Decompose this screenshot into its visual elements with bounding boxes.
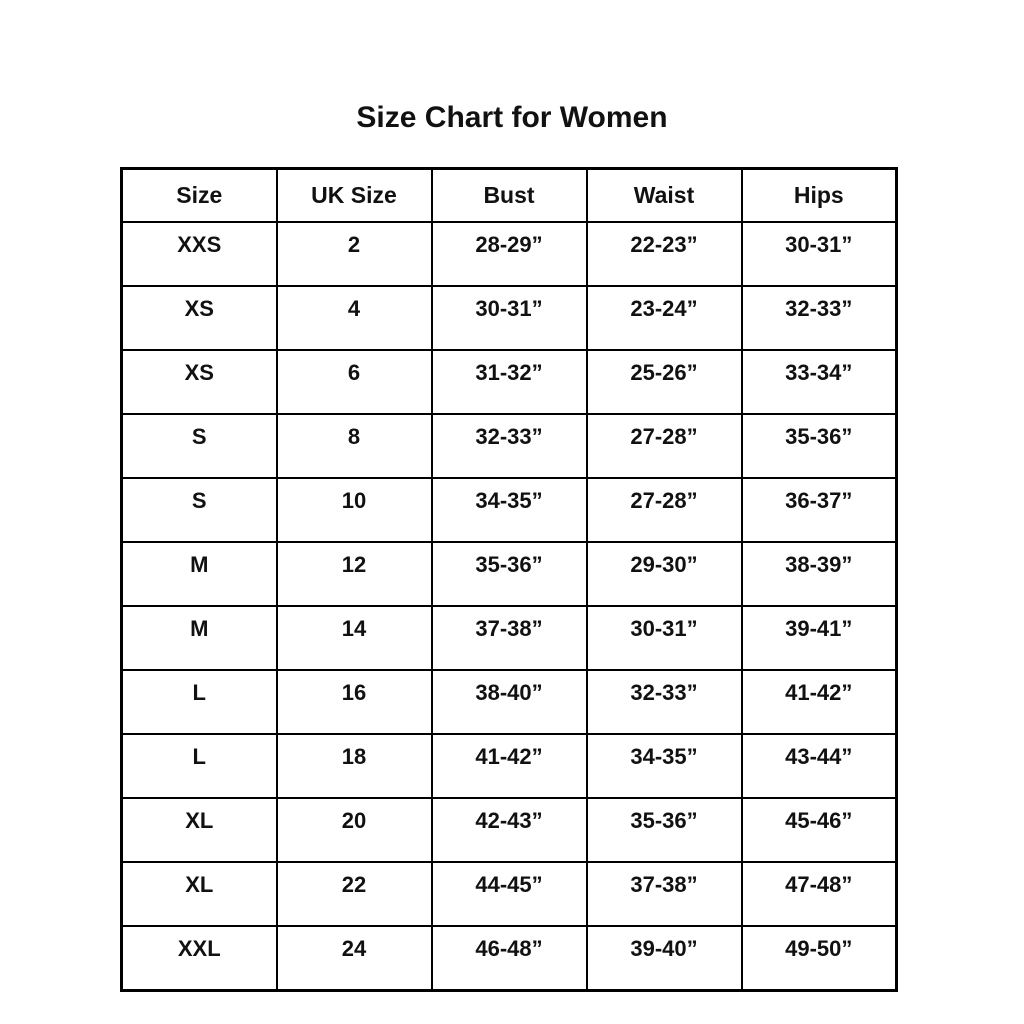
table-cell: 35-36” [740, 413, 898, 479]
table-cell: M [120, 605, 278, 671]
table-cell: S [120, 477, 278, 543]
table-row: XXS 2 28-29” 22-23” 30-31” [120, 221, 898, 287]
table-cell: 37-38” [430, 605, 588, 671]
table-row: L 18 41-42” 34-35” 43-44” [120, 733, 898, 799]
table-cell: 24 [275, 925, 433, 992]
table-row: M 14 37-38” 30-31” 39-41” [120, 605, 898, 671]
table-row: M 12 35-36” 29-30” 38-39” [120, 541, 898, 607]
column-header-uk-size: UK Size [275, 167, 433, 223]
table-cell: XS [120, 349, 278, 415]
table-cell: 16 [275, 669, 433, 735]
table-cell: 43-44” [740, 733, 898, 799]
table-cell: 29-30” [585, 541, 743, 607]
table-cell: 28-29” [430, 221, 588, 287]
table-cell: L [120, 733, 278, 799]
column-header-hips: Hips [740, 167, 898, 223]
table-row: XS 6 31-32” 25-26” 33-34” [120, 349, 898, 415]
table-cell: 49-50” [740, 925, 898, 992]
table-cell: 2 [275, 221, 433, 287]
table-cell: 35-36” [585, 797, 743, 863]
table-cell: XS [120, 285, 278, 351]
table-cell: XXL [120, 925, 278, 992]
table-header-row: Size UK Size Bust Waist Hips [120, 167, 898, 223]
table-cell: 32-33” [740, 285, 898, 351]
table-cell: 36-37” [740, 477, 898, 543]
column-header-size: Size [120, 167, 278, 223]
table-cell: 32-33” [430, 413, 588, 479]
size-chart-table: Size UK Size Bust Waist Hips XXS 2 28-29” 22-23… [120, 167, 898, 992]
table-cell: 23-24” [585, 285, 743, 351]
table-cell: 14 [275, 605, 433, 671]
table-cell: 25-26” [585, 349, 743, 415]
table-cell: XL [120, 861, 278, 927]
table-cell: 42-43” [430, 797, 588, 863]
table-cell: 12 [275, 541, 433, 607]
table-cell: M [120, 541, 278, 607]
table-row: S 10 34-35” 27-28” 36-37” [120, 477, 898, 543]
table-cell: 41-42” [740, 669, 898, 735]
table-cell: 30-31” [585, 605, 743, 671]
table-cell: 39-41” [740, 605, 898, 671]
column-header-bust: Bust [430, 167, 588, 223]
table-row: S 8 32-33” 27-28” 35-36” [120, 413, 898, 479]
column-header-waist: Waist [585, 167, 743, 223]
table-cell: 18 [275, 733, 433, 799]
table-cell: 33-34” [740, 349, 898, 415]
table-cell: 35-36” [430, 541, 588, 607]
table-cell: 4 [275, 285, 433, 351]
table-cell: 6 [275, 349, 433, 415]
table-cell: 30-31” [430, 285, 588, 351]
table-row: XS 4 30-31” 23-24” 32-33” [120, 285, 898, 351]
table-header: Size UK Size Bust Waist Hips [120, 167, 898, 223]
table-row: XL 20 42-43” 35-36” 45-46” [120, 797, 898, 863]
table-cell: 46-48” [430, 925, 588, 992]
table-cell: 22-23” [585, 221, 743, 287]
table-cell: 32-33” [585, 669, 743, 735]
table-cell: S [120, 413, 278, 479]
table-body: XXS 2 28-29” 22-23” 30-31” XS 4 30-31” 23-24” 32-… [120, 221, 898, 992]
table-cell: 39-40” [585, 925, 743, 992]
table-cell: 31-32” [430, 349, 588, 415]
table-cell: 47-48” [740, 861, 898, 927]
table-cell: 22 [275, 861, 433, 927]
table-row: L 16 38-40” 32-33” 41-42” [120, 669, 898, 735]
table-cell: 34-35” [585, 733, 743, 799]
table-cell: 41-42” [430, 733, 588, 799]
table-cell: 8 [275, 413, 433, 479]
table-cell: 45-46” [740, 797, 898, 863]
table-cell: 34-35” [430, 477, 588, 543]
table-cell: 27-28” [585, 477, 743, 543]
table-row: XXL 24 46-48” 39-40” 49-50” [120, 925, 898, 992]
table-cell: 10 [275, 477, 433, 543]
table-cell: 20 [275, 797, 433, 863]
table-cell: 38-40” [430, 669, 588, 735]
page-title: Size Chart for Women [356, 101, 668, 134]
table-cell: XXS [120, 221, 278, 287]
table-cell: 37-38” [585, 861, 743, 927]
table-cell: 38-39” [740, 541, 898, 607]
table-cell: L [120, 669, 278, 735]
table-cell: 30-31” [740, 221, 898, 287]
table-cell: 44-45” [430, 861, 588, 927]
table-cell: 27-28” [585, 413, 743, 479]
table-row: XL 22 44-45” 37-38” 47-48” [120, 861, 898, 927]
table-cell: XL [120, 797, 278, 863]
